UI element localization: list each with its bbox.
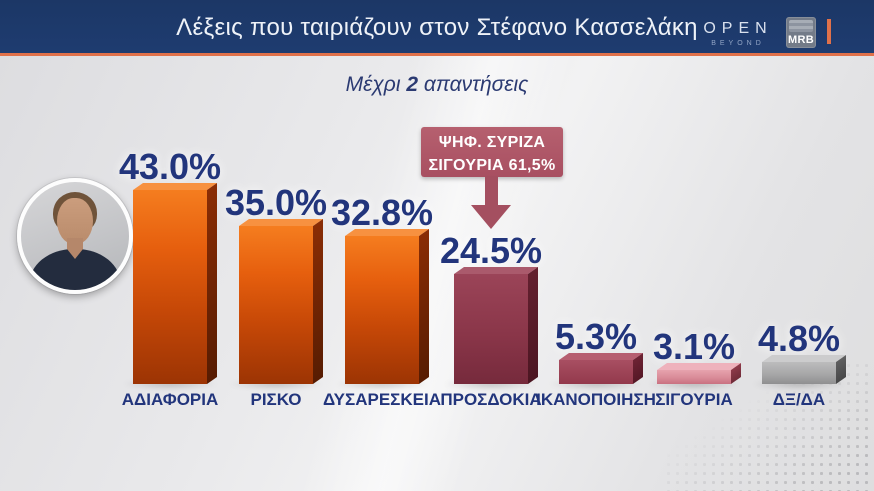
bar (454, 274, 528, 384)
bar (657, 370, 731, 384)
bar-category-label: ΔΞ/ΔΑ (772, 390, 826, 409)
accent-tick (827, 19, 831, 44)
bar (762, 362, 836, 384)
open-logo-text: OPEN (703, 20, 773, 37)
bar-category-label: ΠΡΟΣΔΟΚΙΑ (440, 390, 542, 409)
bar-value-label: 24.5% (439, 230, 543, 271)
mrb-logo-text: MRB (788, 34, 814, 46)
open-logo-tagline: BEYOND (711, 40, 765, 47)
bar-top-face (657, 363, 741, 370)
bar (345, 236, 419, 384)
accent-divider (0, 53, 874, 56)
bar-top-face (454, 267, 538, 274)
subtitle-count: 2 (406, 73, 419, 96)
subtitle-suffix: απαντήσεις (418, 73, 529, 96)
annotation-line1: ΨΗΦ. ΣΥΡΙΖΑ (438, 134, 546, 151)
open-channel-logo: OPEN BEYOND (703, 20, 773, 47)
bar-value-label: 35.0% (224, 182, 328, 223)
bar-category-label: ΙΚΑΝΟΠΟΙΗΣΗ (536, 390, 656, 409)
photo-face (57, 198, 93, 244)
bar-value-label: 32.8% (330, 192, 434, 233)
header-bar: Λέξεις που ταιριάζουν στον Στέφανο Κασσε… (0, 0, 874, 53)
bar-side-face (313, 218, 323, 384)
bar (133, 190, 207, 384)
bar-category-label: ΡΙΣΚΟ (250, 390, 302, 409)
bar-top-face (239, 219, 323, 226)
down-arrow-head-icon (471, 205, 511, 229)
subtitle-prefix: Μέχρι (345, 73, 407, 96)
bar-category-label: ΣΙΓΟΥΡΙΑ (655, 390, 733, 409)
bar (239, 226, 313, 384)
mrb-logo-stripes (789, 20, 813, 32)
bar-category-label: ΔΥΣΑΡΕΣΚΕΙΑ (323, 390, 441, 409)
bar-value-label: 3.1% (652, 326, 736, 367)
bar-value-label: 4.8% (757, 318, 841, 359)
mrb-agency-logo: MRB (786, 17, 816, 48)
photo-collar (67, 249, 83, 259)
bar-top-face (559, 353, 643, 360)
annotation-callout: ΨΗΦ. ΣΥΡΙΖΑ ΣΙΓΟΥΡΙΑ 61,5% (421, 127, 563, 177)
bar-top-face (345, 229, 429, 236)
chart-subtitle: Μέχρι 2 απαντήσεις (0, 73, 874, 97)
bar-top-face (762, 355, 846, 362)
person-photo (17, 178, 133, 294)
bar-value-label: 43.0% (118, 146, 222, 187)
bar-value-label: 5.3% (554, 316, 638, 357)
bar (559, 360, 633, 384)
bar-side-face (419, 228, 429, 384)
bar-category-label: ΑΔΙΑΦΟΡΙΑ (121, 390, 219, 409)
page-title: Λέξεις που ταιριάζουν στον Στέφανο Κασσε… (176, 14, 698, 41)
down-arrow-icon (485, 176, 498, 207)
bar-top-face (133, 183, 217, 190)
annotation-line2: ΣΙΓΟΥΡΙΑ 61,5% (428, 157, 556, 175)
